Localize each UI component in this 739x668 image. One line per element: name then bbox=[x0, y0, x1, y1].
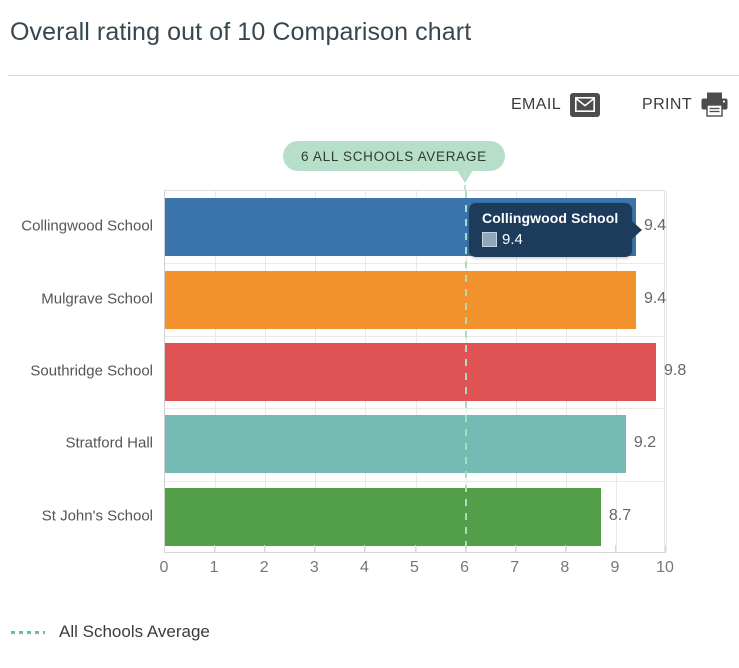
x-axis-tick-label: 10 bbox=[656, 559, 674, 576]
chart-legend: All Schools Average bbox=[11, 622, 210, 642]
x-axis-tick-label: 8 bbox=[560, 559, 570, 576]
category-label: St John's School bbox=[41, 507, 153, 525]
x-axis-tick bbox=[665, 545, 666, 553]
average-callout-label: 6 ALL SCHOOLS AVERAGE bbox=[301, 148, 487, 164]
x-axis-tick-label: 1 bbox=[209, 559, 219, 576]
row-divider bbox=[165, 408, 664, 410]
average-reference-line bbox=[464, 191, 467, 553]
x-axis-tick bbox=[614, 545, 616, 553]
category-axis: Collingwood School Mulgrave School Southri… bbox=[0, 0, 153, 668]
bar[interactable] bbox=[165, 415, 626, 474]
print-button[interactable]: PRINT bbox=[642, 92, 728, 117]
header-divider bbox=[8, 75, 739, 76]
gridline bbox=[666, 191, 667, 552]
x-axis-tick-label: 3 bbox=[309, 559, 319, 576]
x-axis-tick bbox=[514, 545, 516, 553]
bar[interactable] bbox=[165, 343, 656, 401]
x-axis-tick bbox=[464, 545, 466, 553]
x-axis-tick bbox=[414, 545, 416, 553]
category-label: Southridge School bbox=[30, 362, 153, 380]
tooltip-value-row: 9.4 bbox=[482, 231, 618, 248]
tooltip-tail bbox=[632, 221, 642, 239]
bar[interactable] bbox=[165, 270, 636, 329]
bar-value-label: 9.2 bbox=[633, 434, 657, 452]
x-axis-tick bbox=[214, 545, 216, 553]
bar[interactable] bbox=[165, 487, 601, 546]
tooltip-swatch-icon bbox=[482, 232, 497, 247]
x-axis-tick-label: 5 bbox=[410, 559, 419, 576]
legend-dash-icon bbox=[11, 630, 45, 634]
bar-value-label: 9.4 bbox=[643, 289, 667, 307]
category-label: Stratford Hall bbox=[65, 434, 153, 452]
x-axis-tick-label: 6 bbox=[460, 559, 470, 576]
email-icon[interactable] bbox=[570, 92, 600, 117]
chart-actions: EMAIL PRINT bbox=[511, 92, 728, 117]
print-icon[interactable] bbox=[701, 92, 728, 117]
average-line-top-segment bbox=[464, 171, 466, 190]
row-divider bbox=[165, 480, 664, 482]
bar-value-label: 8.7 bbox=[608, 506, 632, 524]
print-button-label: PRINT bbox=[642, 95, 692, 113]
average-callout: 6 ALL SCHOOLS AVERAGE bbox=[283, 141, 505, 171]
legend-item-label[interactable]: All Schools Average bbox=[59, 622, 210, 641]
x-axis-tick bbox=[564, 545, 566, 553]
page-title: Overall rating out of 10 Comparison char… bbox=[10, 18, 472, 46]
x-axis-tick-label: 0 bbox=[159, 559, 169, 576]
email-button-label: EMAIL bbox=[510, 95, 561, 113]
row-divider bbox=[165, 335, 664, 337]
x-axis-tick bbox=[164, 545, 165, 553]
tooltip-title: Collingwood School bbox=[482, 210, 619, 226]
x-axis-tick bbox=[264, 545, 266, 553]
email-button[interactable]: EMAIL bbox=[510, 92, 600, 117]
x-axis-tick-label: 4 bbox=[359, 559, 369, 576]
category-label: Mulgrave School bbox=[41, 290, 153, 308]
x-axis-tick-label: 2 bbox=[259, 559, 269, 576]
category-label: Collingwood School bbox=[21, 217, 153, 235]
plot-area bbox=[164, 190, 667, 553]
bar-value-label: 9.4 bbox=[643, 217, 667, 235]
tooltip-value: 9.4 bbox=[502, 231, 523, 248]
x-axis-tick bbox=[314, 545, 316, 553]
bar-value-label: 9.8 bbox=[663, 362, 687, 379]
x-axis-tick-label: 7 bbox=[510, 559, 520, 576]
x-axis-tick-label: 9 bbox=[610, 559, 620, 576]
row-divider bbox=[165, 263, 664, 265]
bar-tooltip: Collingwood School 9.4 bbox=[469, 203, 633, 257]
x-axis-tick bbox=[364, 545, 366, 553]
